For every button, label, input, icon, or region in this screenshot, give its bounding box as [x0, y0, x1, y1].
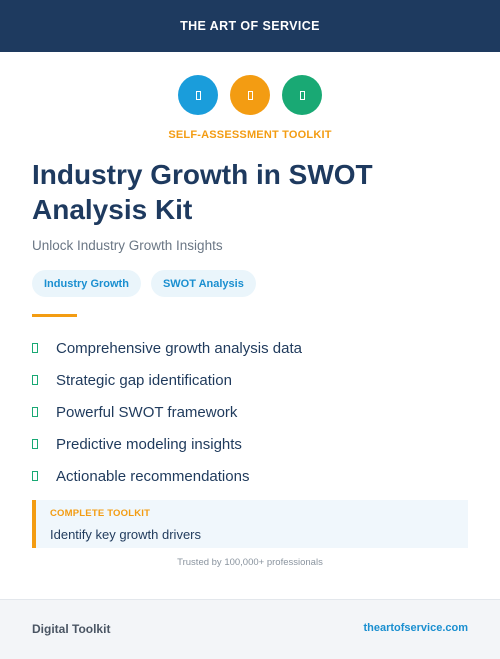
- check-icon: [32, 471, 38, 481]
- callout-label: COMPLETE TOOLKIT: [50, 508, 151, 519]
- kicker-label: SELF-ASSESSMENT TOOLKIT: [168, 129, 332, 141]
- callout-text: Identify key growth drivers: [50, 527, 202, 542]
- tag-list: Industry Growth SWOT Analysis: [32, 270, 256, 297]
- toolkit-callout: COMPLETE TOOLKIT Identify key growth dri…: [32, 500, 468, 548]
- list-item: Strategic gap identification: [32, 364, 302, 396]
- feature-text: Strategic gap identification: [56, 371, 232, 389]
- footer: Digital Toolkit theartofservice.com: [0, 599, 500, 659]
- accent-divider: [32, 314, 77, 317]
- subtitle: Unlock Industry Growth Insights: [32, 238, 223, 253]
- website-link[interactable]: theartofservice.com: [363, 622, 468, 634]
- feature-text: Actionable recommendations: [56, 467, 250, 485]
- check-icon: [32, 343, 38, 353]
- tag-industry-growth: Industry Growth: [32, 270, 141, 297]
- icon-row: [0, 75, 500, 115]
- feature-text: Comprehensive growth analysis data: [56, 339, 302, 357]
- feature-list: Comprehensive growth analysis data Strat…: [32, 332, 302, 492]
- check-icon: [32, 439, 38, 449]
- list-item: Actionable recommendations: [32, 460, 302, 492]
- list-item: Comprehensive growth analysis data: [32, 332, 302, 364]
- list-item: Powerful SWOT framework: [32, 396, 302, 428]
- header-bar: THE ART OF SERVICE: [0, 0, 500, 52]
- brand-title: THE ART OF SERVICE: [180, 19, 320, 33]
- check-icon: [32, 375, 38, 385]
- list-item: Predictive modeling insights: [32, 428, 302, 460]
- tag-swot-analysis: SWOT Analysis: [150, 270, 256, 297]
- page-title: Industry Growth in SWOT Analysis Kit: [32, 159, 373, 225]
- feature-text: Predictive modeling insights: [56, 435, 242, 453]
- green-document-icon: [282, 75, 322, 115]
- blue-document-icon: [178, 75, 218, 115]
- feature-text: Powerful SWOT framework: [56, 403, 238, 421]
- footer-label: Digital Toolkit: [32, 622, 111, 636]
- orange-document-icon: [230, 75, 270, 115]
- trust-note: Trusted by 100,000+ professionals: [177, 557, 323, 568]
- check-icon: [32, 407, 38, 417]
